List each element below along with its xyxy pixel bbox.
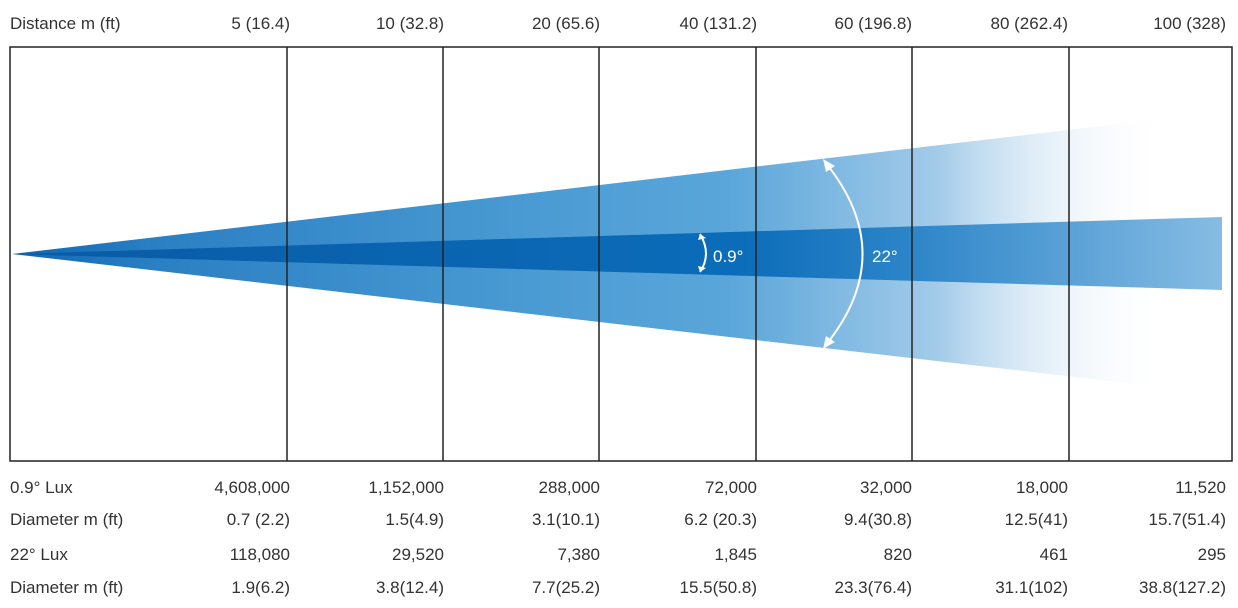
narrow-angle-label: 0.9°: [713, 247, 743, 266]
wide-angle-arc: [824, 161, 864, 347]
table-cell: 295: [1197, 545, 1226, 564]
table-cell: 29,520: [392, 545, 444, 564]
distance-60m: 60 (196.8): [834, 14, 913, 33]
table-cell: 12.5(41): [1004, 510, 1068, 529]
table-cell: 1.9(6.2): [231, 578, 290, 597]
table-cell: 11,520: [1175, 478, 1226, 497]
table-cell: 7,380: [557, 545, 600, 564]
table-cell: 31.1(102): [995, 578, 1068, 597]
distance-100m: 100 (328): [1153, 14, 1226, 33]
distance-20m: 20 (65.6): [531, 14, 600, 33]
row-label-narrow-diameter: Diameter m (ft): [10, 510, 124, 529]
table-cell: 15.5(50.8): [679, 578, 758, 597]
table-cell: 6.2 (20.3): [684, 510, 757, 529]
table-cell: 9.4(30.8): [843, 510, 912, 529]
row-label-wide-diameter: Diameter m (ft): [10, 578, 124, 597]
wide-arc-arrow-up: [823, 159, 835, 172]
table-cell: 7.7(25.2): [531, 578, 600, 597]
table-cell: 15.7(51.4): [1148, 510, 1227, 529]
distance-80m: 80 (262.4): [990, 14, 1069, 33]
narrow-angle-marker: 0.9°: [698, 233, 743, 273]
wide-arc-arrow-down: [823, 336, 835, 349]
table-cell: 1,845: [714, 545, 757, 564]
table-cell: 18,000: [1016, 478, 1068, 497]
distance-header-label: Distance m (ft): [10, 14, 121, 33]
table-cell: 3.8(12.4): [375, 578, 444, 597]
diagram-frame: [9, 46, 1233, 462]
distance-10m: 10 (32.8): [375, 14, 444, 33]
table-cell: 38.8(127.2): [1139, 578, 1226, 597]
narrow-arc-arrow-up: [698, 234, 706, 240]
table-cell: 72,000: [705, 478, 757, 497]
distance-40m: 40 (131.2): [679, 14, 758, 33]
table-cell: 118,080: [229, 545, 290, 564]
narrow-arc-arrow-down: [698, 266, 706, 272]
table-cell: 820: [883, 545, 912, 564]
distance-gridlines: [286, 47, 1070, 461]
table-cell: 1.5(4.9): [385, 510, 444, 529]
narrow-beam-cone: [12, 217, 1222, 290]
distance-5m: 5 (16.4): [231, 14, 290, 33]
table-cell: 1,152,000: [368, 478, 444, 497]
row-label-narrow-lux: 0.9° Lux: [10, 478, 73, 497]
table-cell: 23.3(76.4): [834, 578, 913, 597]
table-cell: 4,608,000: [214, 478, 290, 497]
row-label-wide-lux: 22° Lux: [10, 545, 68, 564]
table-cell: 0.7 (2.2): [226, 510, 290, 529]
table-cell: 288,000: [538, 478, 600, 497]
table-cell: 32,000: [860, 478, 912, 497]
wide-angle-marker: 22°: [823, 159, 898, 349]
wide-angle-label: 22°: [872, 247, 898, 266]
table-cell: 461: [1039, 545, 1068, 564]
table-cell: 3.1(10.1): [531, 510, 600, 529]
